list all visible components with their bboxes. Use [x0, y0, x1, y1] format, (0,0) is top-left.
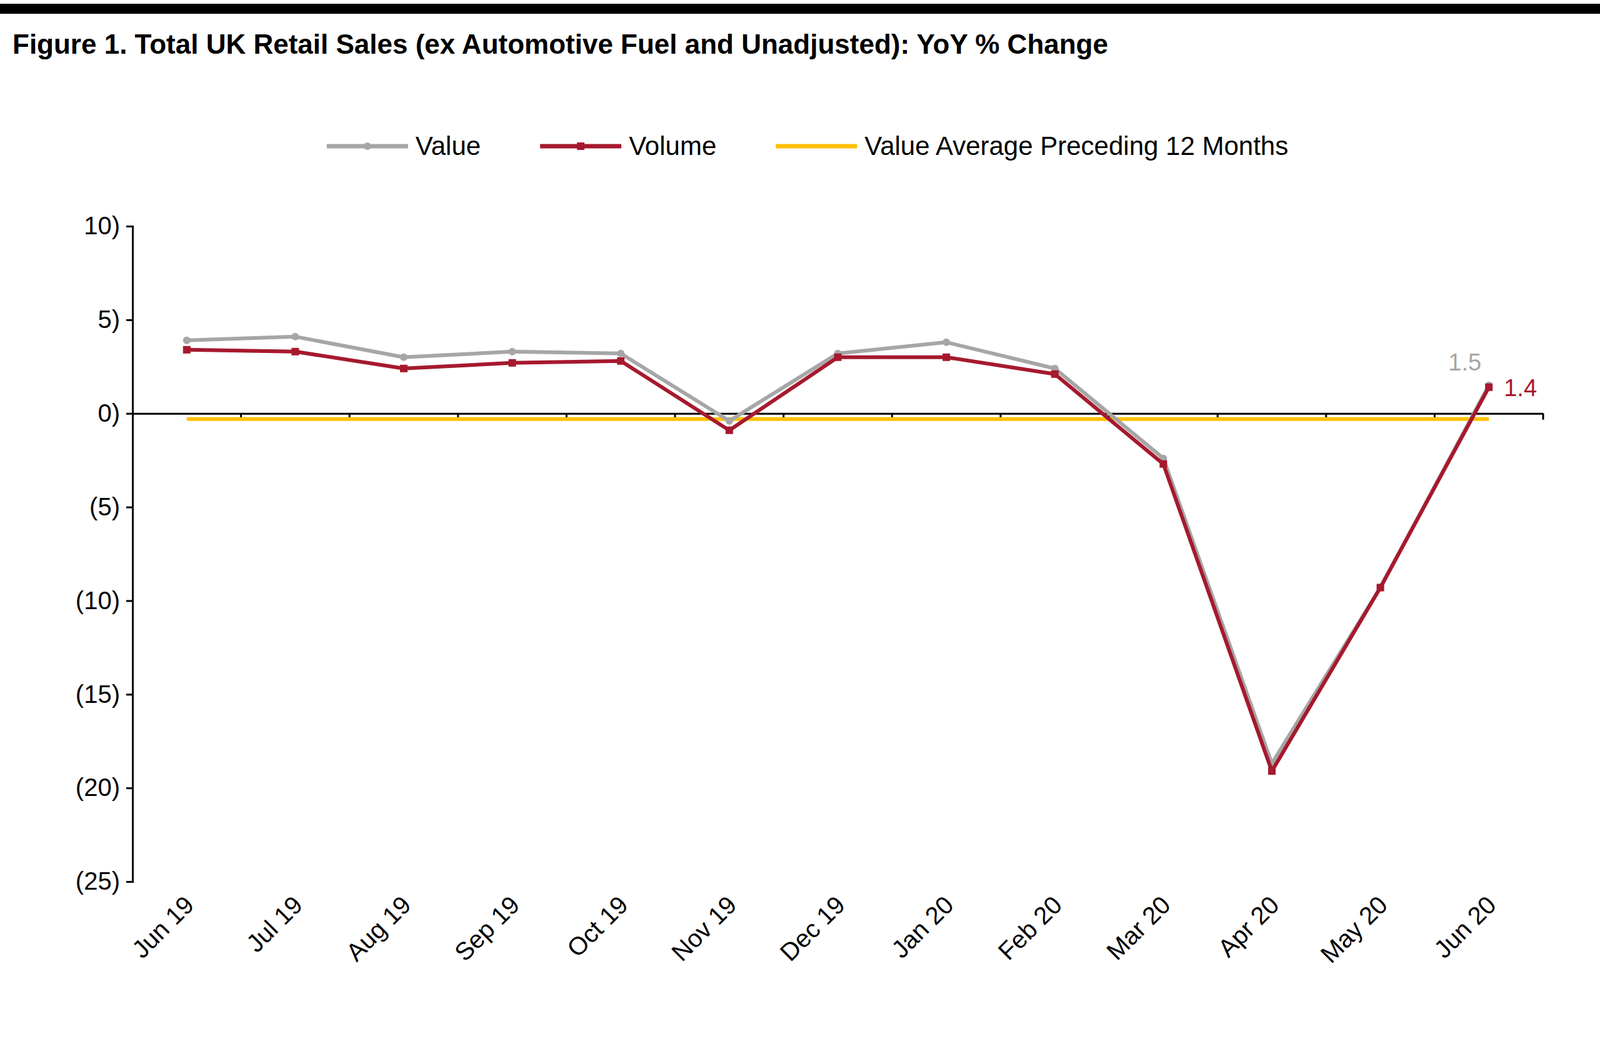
- x-axis: [133, 413, 1544, 420]
- data-point: [291, 333, 299, 341]
- data-point: [1485, 383, 1493, 392]
- y-tick-label: (20): [75, 773, 120, 802]
- x-tick-label: Feb 20: [992, 891, 1067, 966]
- legend-label: Value Average Preceding 12 Months: [864, 131, 1289, 161]
- series-line: [186, 336, 1489, 764]
- x-tick-label: Nov 19: [666, 891, 742, 967]
- top-bar: [0, 3, 1600, 14]
- legend-marker: [576, 142, 585, 150]
- data-point: [1376, 583, 1385, 592]
- data-point: [183, 346, 191, 354]
- y-tick: (10): [75, 586, 133, 615]
- y-tick-label: 10): [83, 211, 120, 240]
- legend-label: Value: [415, 131, 481, 161]
- x-axis-line: [133, 413, 1544, 415]
- y-tick-mark: [126, 319, 133, 322]
- legend-item: Value: [326, 131, 481, 161]
- data-point: [508, 359, 517, 367]
- legend: Value Volume Value Average Preceding 12 Mo…: [326, 131, 1289, 161]
- x-tick-label: Oct 19: [561, 891, 633, 963]
- y-tick-mark: [126, 693, 133, 696]
- x-boundary-tick: [1542, 413, 1545, 420]
- y-tick-mark: [126, 881, 133, 884]
- x-tick-label: Jun 19: [126, 891, 199, 964]
- x-tick-label: Sep 19: [449, 891, 525, 967]
- y-tick-label: (10): [75, 586, 120, 615]
- data-label: 1.4: [1503, 375, 1537, 402]
- x-tick-label: May 20: [1315, 891, 1393, 969]
- x-tick-label: Dec 19: [774, 891, 850, 967]
- x-tick-label: Jul 19: [240, 891, 308, 959]
- y-axis: (25) (20) (15) (10) (5) 0) 5) 10): [75, 211, 134, 895]
- data-point: [1376, 583, 1385, 592]
- data-point: [400, 353, 408, 362]
- x-tick-label: Aug 19: [340, 891, 417, 967]
- data-point: [725, 426, 734, 435]
- y-axis-line: [126, 226, 134, 883]
- data-point: [942, 353, 950, 362]
- y-tick: 0): [97, 399, 133, 427]
- data-point: [400, 365, 408, 373]
- data-point: [508, 348, 517, 356]
- x-labels: Jun 19 Jul 19 Aug 19 Sep 19 Oct 19 Nov 19 Dec …: [126, 891, 1501, 969]
- y-tick-label: 5): [97, 305, 120, 334]
- x-tick-label: Jun 20: [1428, 891, 1502, 964]
- data-label: 1.5: [1448, 349, 1482, 376]
- data-point: [616, 357, 625, 365]
- x-tick-label: Jan 20: [886, 891, 959, 964]
- y-tick: (15): [75, 680, 133, 709]
- x-tick-label: Apr 20: [1212, 891, 1284, 963]
- legend-item: Volume: [540, 131, 717, 161]
- y-tick-label: (5): [89, 493, 120, 521]
- series-line: [186, 417, 1489, 422]
- series-line: [186, 350, 1489, 772]
- y-tick: (5): [89, 493, 133, 521]
- y-tick-label: 0): [97, 399, 120, 427]
- annotations: 1.5 1.4: [1448, 349, 1537, 402]
- y-tick-label: (25): [75, 867, 120, 895]
- title: Figure 1. Total UK Retail Sales (ex Auto…: [12, 28, 1109, 60]
- y-tick-mark: [126, 506, 133, 509]
- y-tick: (25): [75, 867, 133, 895]
- y-tick-mark: [126, 225, 133, 228]
- data-point: [1268, 767, 1276, 775]
- data-point: [1051, 370, 1059, 379]
- y-tick-mark: [126, 600, 133, 602]
- x-tick-label: Mar 20: [1101, 891, 1176, 966]
- data-point: [183, 336, 191, 345]
- legend-marker: [363, 142, 372, 150]
- data-point: [725, 417, 734, 425]
- legend-label: Volume: [628, 131, 717, 161]
- y-tick: 10): [83, 211, 133, 240]
- data-point: [291, 348, 299, 356]
- y-tick-mark: [126, 787, 133, 790]
- y-tick: (20): [75, 773, 133, 802]
- chart: Figure 1. Total UK Retail Sales (ex Auto…: [0, 0, 1600, 1054]
- data-point: [1159, 460, 1167, 469]
- data-point: [616, 350, 625, 358]
- plot-area: [183, 333, 1493, 775]
- legend-item: Value Average Preceding 12 Months: [775, 131, 1289, 161]
- y-tick: 5): [97, 305, 133, 334]
- data-point: [942, 338, 950, 347]
- y-tick-label: (15): [75, 680, 120, 709]
- data-point: [834, 353, 842, 362]
- legend-swatch: [775, 144, 857, 149]
- y-tick-mark: [126, 413, 133, 415]
